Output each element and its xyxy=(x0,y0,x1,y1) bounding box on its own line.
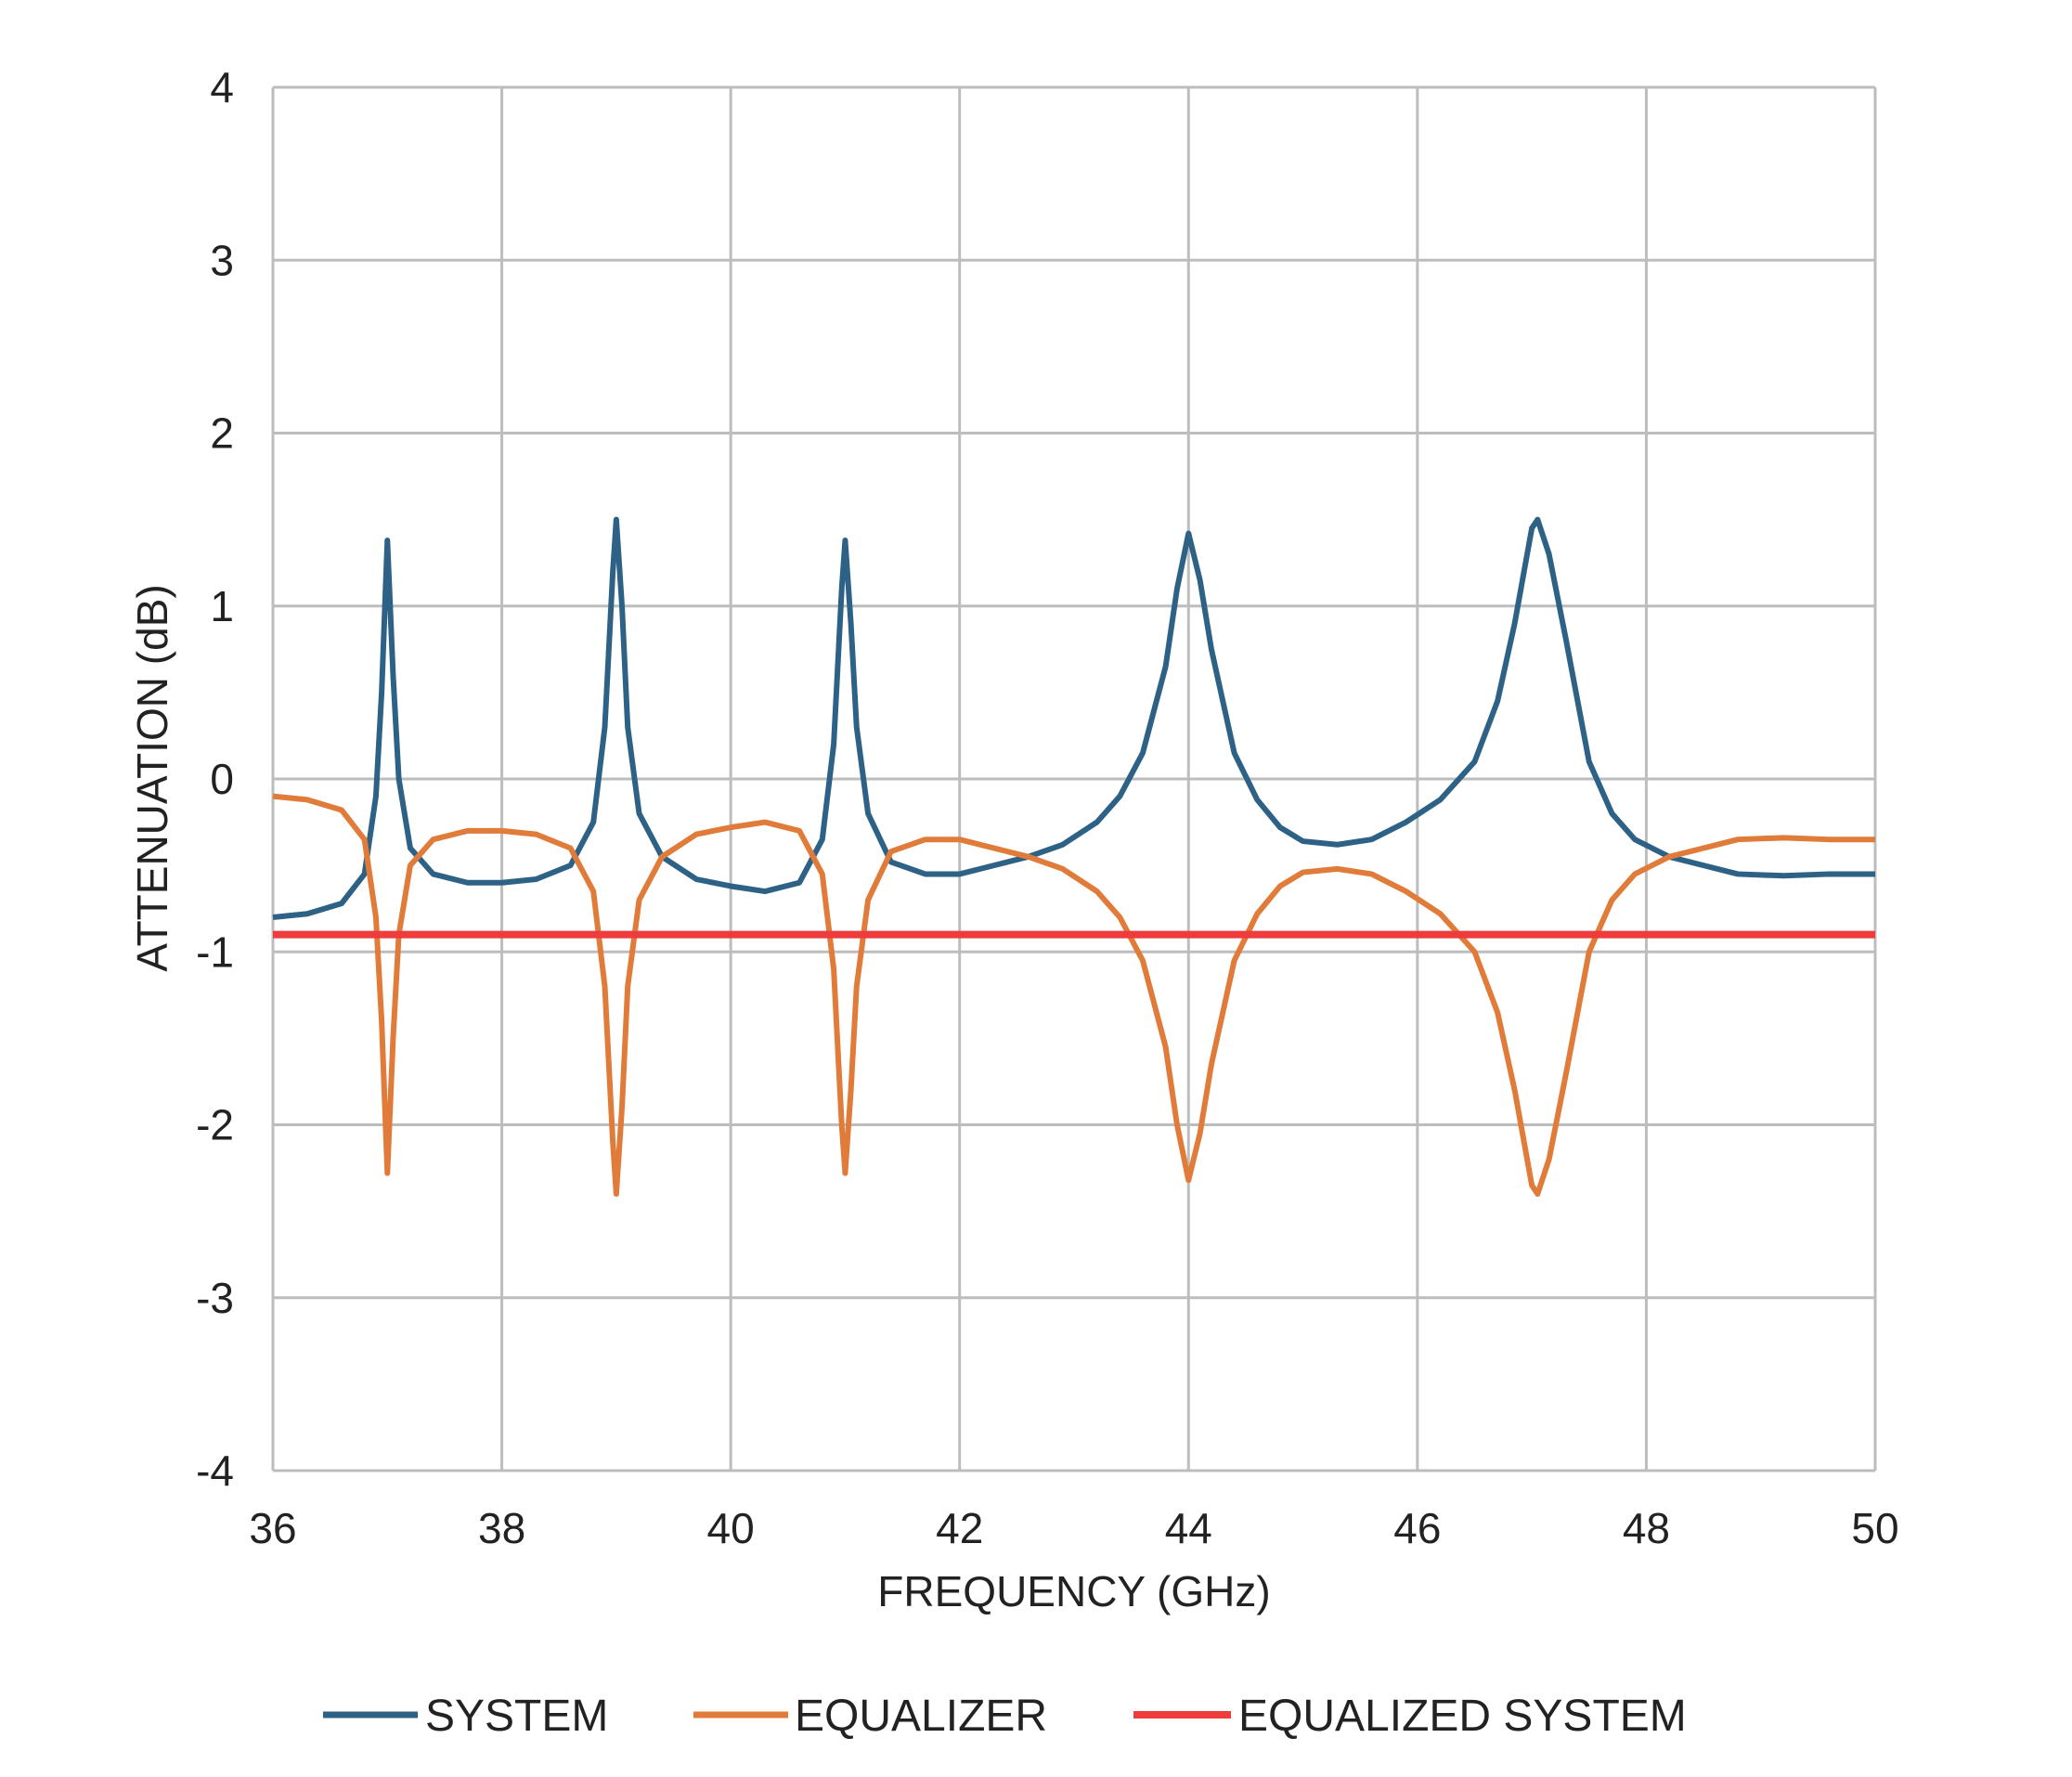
x-tick-label: 48 xyxy=(1623,1504,1670,1552)
x-tick-label: 40 xyxy=(707,1504,755,1552)
legend-label-equalized-system: EQUALIZED SYSTEM xyxy=(1238,1692,1687,1741)
y-tick-label: -4 xyxy=(196,1446,234,1495)
x-tick-label: 44 xyxy=(1165,1504,1212,1552)
y-tick-labels: 4 3 2 1 0 -1 -2 -3 -4 xyxy=(196,63,234,1495)
x-tick-labels: 36 38 40 42 44 46 48 50 xyxy=(249,1504,1898,1552)
y-tick-label: 3 xyxy=(210,236,234,284)
series-group xyxy=(272,516,1875,1197)
y-axis-title: ATTENUATION (dB) xyxy=(128,584,176,971)
y-tick-label: -2 xyxy=(196,1101,234,1149)
legend-item-equalizer: EQUALIZER xyxy=(693,1692,1047,1741)
legend-label-system: SYSTEM xyxy=(425,1692,608,1741)
legend-item-system: SYSTEM xyxy=(323,1692,608,1741)
y-tick-label: 1 xyxy=(210,582,234,630)
legend-item-equalized-system: EQUALIZED SYSTEM xyxy=(1133,1692,1687,1741)
legend-label-equalizer: EQUALIZER xyxy=(795,1692,1047,1741)
x-tick-label: 50 xyxy=(1851,1504,1898,1552)
y-tick-label: 4 xyxy=(210,63,234,111)
series-line-equalizer xyxy=(272,793,1875,1197)
x-axis-title: FREQUENCY (GHz) xyxy=(877,1567,1270,1615)
x-tick-label: 46 xyxy=(1393,1504,1441,1552)
x-tick-label: 36 xyxy=(249,1504,296,1552)
x-tick-label: 38 xyxy=(478,1504,525,1552)
y-tick-label: 0 xyxy=(210,755,234,803)
y-tick-label: -1 xyxy=(196,927,234,976)
legend: SYSTEM EQUALIZER EQUALIZED SYSTEM xyxy=(323,1692,1687,1741)
x-tick-label: 42 xyxy=(936,1504,983,1552)
y-tick-label: 2 xyxy=(210,409,234,458)
grid xyxy=(271,85,1877,1472)
series-line-system xyxy=(272,516,1875,920)
y-tick-label: -3 xyxy=(196,1274,234,1322)
